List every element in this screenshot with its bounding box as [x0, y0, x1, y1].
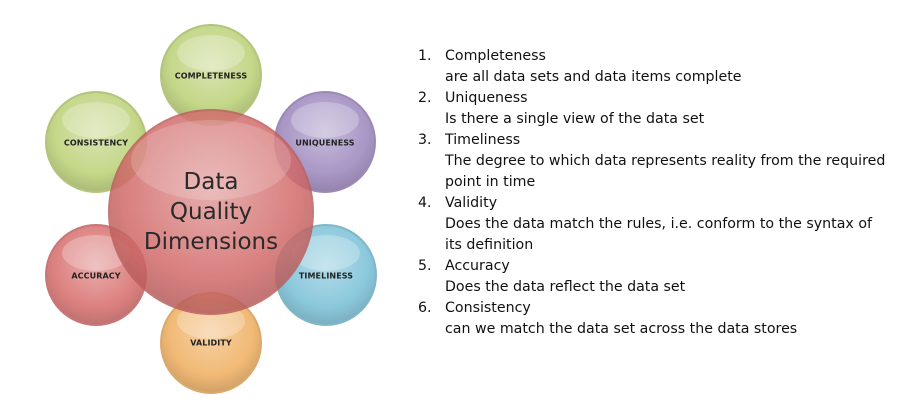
list-item-description: Does the data match the rules, i.e. conf… [445, 216, 872, 253]
center-title-line-1: Data [183, 169, 239, 195]
list-item: 3. Timeliness The degree to which data r… [418, 130, 888, 193]
label-validity: VALIDITY [190, 338, 232, 348]
center-circle-highlight [131, 120, 291, 200]
list-item: 2. Uniqueness Is there a single view of … [418, 88, 888, 130]
list-item-number: 6. [418, 300, 432, 316]
list-item-title: Accuracy [445, 258, 510, 274]
list-item-number: 2. [418, 90, 432, 106]
circle-highlight-uniqueness [291, 102, 359, 138]
diagram-graphics [45, 24, 377, 394]
label-accuracy: ACCURACY [71, 271, 121, 281]
list-item-number: 3. [418, 132, 432, 148]
list-item: 5. Accuracy Does the data reflect the da… [418, 256, 888, 298]
list-item-title: Validity [445, 195, 498, 211]
list-item-title: Consistency [445, 300, 531, 316]
dimension-list: 1. Completeness are all data sets and da… [418, 46, 888, 340]
list-item-number: 1. [418, 48, 432, 64]
quality-dimensions-diagram: COMPLETENESS UNIQUENESS TIMELINESS VALID… [0, 0, 400, 416]
list-item-number: 4. [418, 195, 432, 211]
label-completeness: COMPLETENESS [174, 71, 248, 81]
list-item-description: are all data sets and data items complet… [445, 69, 742, 85]
list-item-title: Completeness [445, 48, 546, 64]
center-title-line-3: Dimensions [143, 229, 279, 255]
label-uniqueness: UNIQUENESS [295, 138, 355, 148]
center-title-line-2: Quality [169, 199, 253, 225]
center-title: Data Quality Dimensions [144, 167, 278, 257]
list-item: 4. Validity Does the data match the rule… [418, 193, 888, 256]
circle-highlight-timeliness [292, 235, 360, 271]
circle-highlight-consistency [62, 102, 130, 138]
list-item-description: Does the data reflect the data set [445, 279, 686, 295]
list-item-title: Uniqueness [445, 90, 528, 106]
list-item-description: The degree to which data represents real… [445, 153, 886, 190]
list-item: 1. Completeness are all data sets and da… [418, 46, 888, 88]
list-item: 6. Consistency can we match the data set… [418, 298, 888, 340]
circle-highlight-completeness [177, 35, 245, 71]
center-circle [108, 109, 314, 315]
list-item-description: Is there a single view of the data set [445, 111, 705, 127]
list-item-title: Timeliness [445, 132, 521, 148]
list-item-description: can we match the data set across the dat… [445, 321, 798, 337]
circle-highlight-accuracy [62, 235, 130, 271]
label-consistency: CONSISTENCY [63, 138, 129, 148]
list-item-number: 5. [418, 258, 432, 274]
label-timeliness: TIMELINESS [298, 271, 354, 281]
